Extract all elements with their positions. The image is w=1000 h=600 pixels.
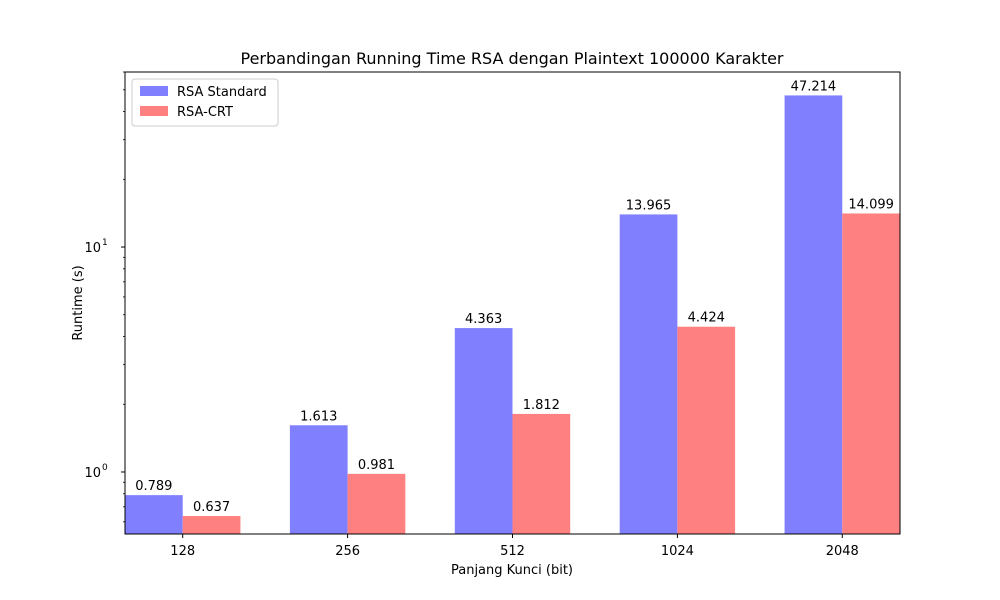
bar-rsa-crt-1024: [677, 326, 736, 534]
bar-rsa-standard-512: [454, 328, 513, 534]
bars-group: [125, 95, 900, 534]
bar-rsa-standard-128: [125, 495, 183, 534]
bar-rsa-standard-2048: [784, 95, 843, 534]
y-tick-label-base: 10: [84, 466, 101, 481]
legend-swatch-rsa-crt: [140, 106, 168, 116]
data-label-rsa-standard-2048: 47.214: [791, 79, 837, 94]
data-label-rsa-standard-1024: 13.965: [626, 198, 672, 213]
bar-labels-group: 0.789 1.613 4.363 13.965 47.214 0.637 0.981 1.8…: [135, 79, 894, 515]
chart-title: Perbandingan Running Time RSA dengan Pla…: [240, 49, 783, 68]
y-tick-label-exponent: 1: [102, 238, 108, 248]
x-tick-label-512: 512: [500, 544, 525, 559]
data-label-rsa-standard-128: 0.789: [135, 479, 172, 494]
x-tick-label-1024: 1024: [661, 544, 694, 559]
data-label-rsa-standard-256: 1.613: [300, 409, 337, 424]
data-label-rsa-crt-2048: 14.099: [848, 197, 894, 212]
data-label-rsa-crt-512: 1.812: [523, 398, 560, 413]
legend-swatch-rsa-standard: [140, 86, 168, 96]
data-label-rsa-crt-1024: 4.424: [688, 311, 725, 326]
legend-label-rsa-crt: RSA-CRT: [177, 105, 233, 120]
plot-frame: [124, 71, 901, 535]
legend-box: [131, 78, 279, 127]
data-label-rsa-standard-512: 4.363: [465, 312, 502, 327]
x-tick-label-128: 128: [170, 544, 195, 559]
x-tick-label-256: 256: [335, 544, 360, 559]
bar-rsa-crt-128: [182, 516, 241, 534]
x-tick-label-2048: 2048: [826, 544, 859, 559]
bar-rsa-standard-256: [289, 425, 348, 534]
y-tick-label: 10 1: [84, 238, 107, 256]
y-tick-label: 10 0: [84, 463, 108, 481]
x-axis-label: Panjang Kunci (bit): [451, 563, 573, 578]
data-label-rsa-crt-128: 0.637: [193, 500, 230, 515]
y-tick-label-exponent: 0: [102, 463, 108, 473]
bar-rsa-crt-512: [512, 413, 571, 534]
legend: RSA Standard RSA-CRT: [131, 78, 279, 127]
y-tick-label-base: 10: [84, 241, 101, 256]
x-axis-ticks: 128 256 512 1024 2048: [170, 534, 859, 559]
y-axis-label: Runtime (s): [71, 265, 86, 340]
bar-rsa-standard-1024: [619, 214, 678, 534]
data-label-rsa-crt-256: 0.981: [358, 458, 395, 473]
bar-rsa-crt-256: [347, 473, 406, 534]
bar-rsa-crt-2048: [842, 213, 900, 534]
legend-label-rsa-standard: RSA Standard: [177, 85, 267, 100]
